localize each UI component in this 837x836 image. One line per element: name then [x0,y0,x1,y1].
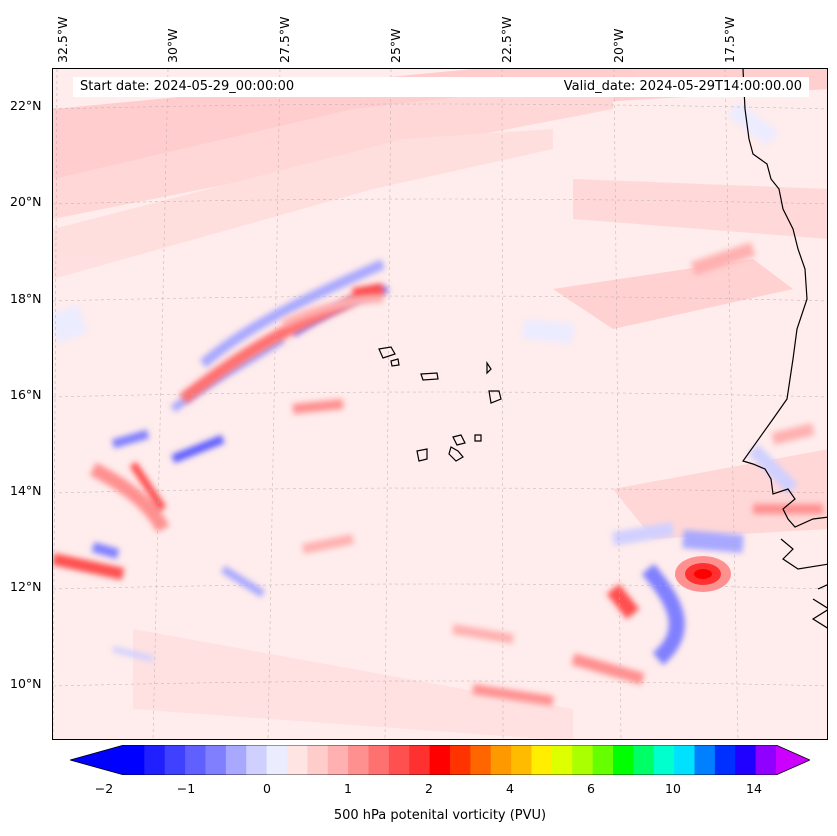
colorbar-cell [592,745,614,775]
colorbar-tick-1: 1 [344,781,352,796]
lat-label-16n: 16°N [10,387,42,402]
colorbar-cell [225,745,247,775]
pv-maximum-peak [694,569,712,579]
colorbar-cell [348,745,370,775]
colorbar [70,745,810,775]
pv-field [53,69,827,739]
colorbar-cell [490,745,512,775]
colorbar-tick-6: 6 [587,781,595,796]
colorbar-cell [674,745,696,775]
colorbar-cell [613,745,634,775]
africa-coastline [742,69,827,528]
lon-label-22-5w: 22.5°W [499,16,514,63]
colorbar-cell [185,745,207,775]
info-bar: Start date: 2024-05-29_00:00:00 Valid_da… [73,77,809,97]
colorbar-tick-4: 4 [506,781,514,796]
colorbar-cell [735,745,757,775]
guinea-coastline [811,584,827,629]
map-panel: Start date: 2024-05-29_00:00:00 Valid_da… [52,68,828,740]
colorbar-cell [694,745,716,775]
colorbar-cell [327,745,349,775]
gambia-coastline [780,538,827,570]
colorbar-cell [368,745,390,775]
colorbar-tick-0: 0 [263,781,271,796]
colorbar-cell [653,745,675,775]
colorbar-cell [409,745,431,775]
gridlines [53,69,827,739]
colorbar-tick-neg1: −1 [176,781,196,796]
colorbar-tick-14: 14 [746,781,762,796]
colorbar-high-arrow [776,745,810,775]
colorbar-cell [511,745,533,775]
lon-label-20w: 20°W [611,28,626,63]
cape-verde-islands [378,346,502,462]
colorbar-tick-10: 10 [665,781,681,796]
colorbar-cell [755,745,777,775]
colorbar-cell [307,745,329,775]
lat-label-18n: 18°N [10,291,42,306]
lat-label-14n: 14°N [10,483,42,498]
lat-label-12n: 12°N [10,579,42,594]
colorbar-low-arrow [70,745,124,775]
colorbar-cell [124,745,145,775]
lat-label-10n: 10°N [10,676,42,691]
colorbar-cell [429,745,451,775]
lon-label-32-5w: 32.5°W [55,16,70,63]
colorbar-tick-neg2: −2 [94,781,114,796]
lon-label-17-5w: 17.5°W [722,16,737,63]
start-date: Start date: 2024-05-29_00:00:00 [80,79,295,94]
colorbar-cell [572,745,594,775]
colorbar-cell [266,745,288,775]
lat-label-22n: 22°N [10,98,42,113]
pv-negative-streaks [53,101,798,666]
lat-label-20n: 20°N [10,194,42,209]
colorbar-cell [450,745,471,775]
lon-label-30w: 30°W [165,28,180,63]
pv-positive-streaks [53,242,823,706]
colorbar-cell [531,745,553,775]
colorbar-cell [144,745,166,775]
colorbar-cell [388,745,410,775]
colorbar-cell [205,745,227,775]
colorbar-cell [246,745,268,775]
colorbar-cell [633,745,655,775]
colorbar-cell [287,745,308,775]
colorbar-tick-2: 2 [425,781,433,796]
pv-background-bands [53,69,827,739]
valid-date: Valid_date: 2024-05-29T14:00:00.00 [563,79,802,94]
colorbar-label: 500 hPa potenital vorticity (PVU) [333,808,547,823]
colorbar-cell [470,745,492,775]
colorbar-cell [551,745,573,775]
lon-label-25w: 25°W [388,28,403,63]
lon-label-27-5w: 27.5°W [277,16,292,63]
colorbar-cell [164,745,186,775]
colorbar-cell [714,745,736,775]
